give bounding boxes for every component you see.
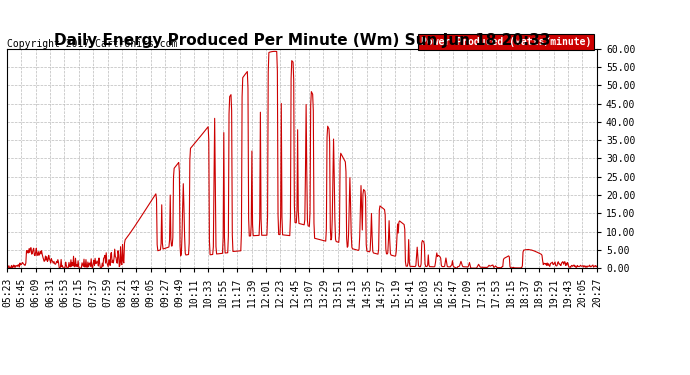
Title: Daily Energy Produced Per Minute (Wm) Sun Jun 18 20:33: Daily Energy Produced Per Minute (Wm) Su… xyxy=(54,33,550,48)
Text: Copyright 2017 Cartronics.com: Copyright 2017 Cartronics.com xyxy=(7,39,177,50)
Text: Power Produced (watts/minute): Power Produced (watts/minute) xyxy=(421,37,591,47)
